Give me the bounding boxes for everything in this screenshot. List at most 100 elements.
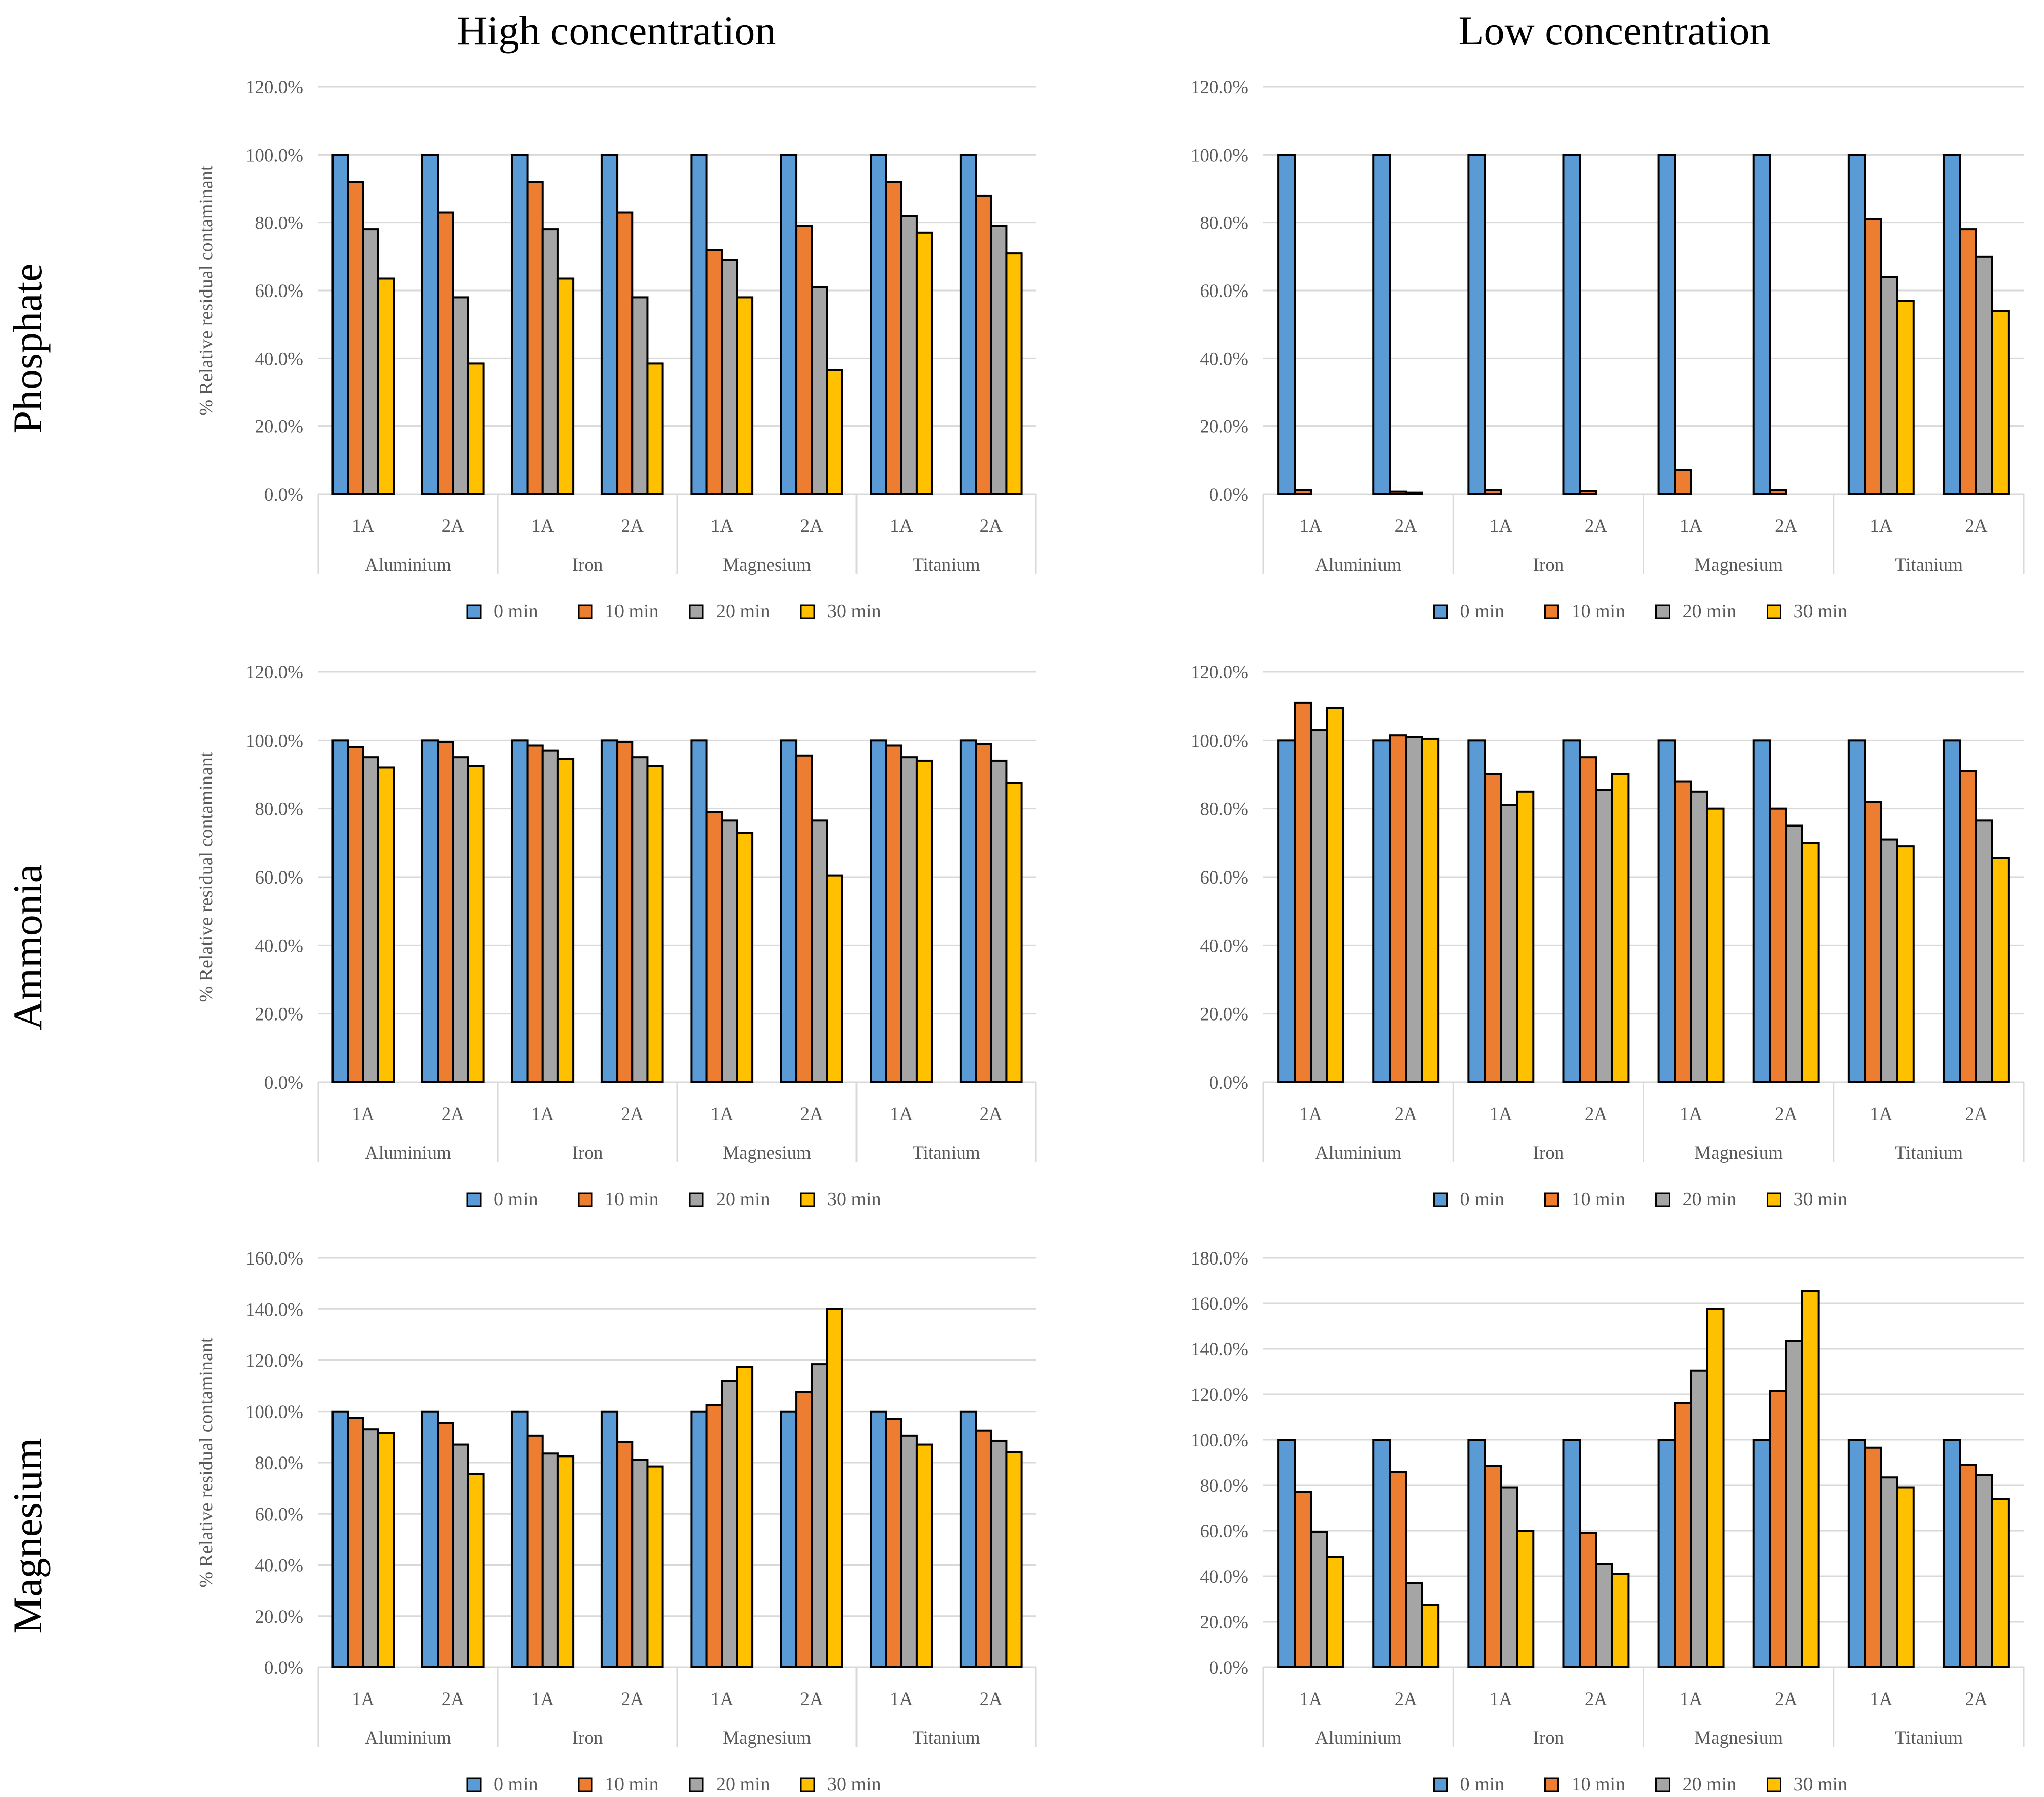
bar-20min-7 xyxy=(1975,819,1993,1083)
legend-label: 30 min xyxy=(827,1189,881,1210)
bar-30min-3 xyxy=(1611,773,1630,1083)
y-tick-label: 120.0% xyxy=(1191,1385,1248,1405)
bar-20min-4 xyxy=(1690,1369,1708,1668)
bar-30min-1 xyxy=(1421,737,1440,1083)
bar-20min-3 xyxy=(631,1459,649,1668)
legend-label: 30 min xyxy=(827,1774,881,1795)
bar-30min-7 xyxy=(1005,252,1023,495)
x-subcategory-label: 2A xyxy=(442,1104,465,1125)
legend-swatch xyxy=(1544,1777,1559,1792)
bar-20min-0 xyxy=(362,228,379,496)
x-group-label: Aluminium xyxy=(365,1728,451,1749)
x-subcategory-label: 2A xyxy=(621,1689,644,1710)
bar-30min-6 xyxy=(1896,300,1915,496)
bar-30min-0 xyxy=(377,766,395,1083)
x-subcategory-label: 1A xyxy=(890,1104,913,1125)
bar-10min-3 xyxy=(1579,490,1597,495)
x-subcategory-label: 2A xyxy=(980,1104,1003,1125)
x-subcategory-label: 1A xyxy=(1680,1104,1703,1125)
bar-0min-0 xyxy=(1277,739,1296,1084)
bar-0min-4 xyxy=(1657,1439,1676,1668)
bar-0min-3 xyxy=(600,154,619,496)
legend-label: 30 min xyxy=(1794,601,1848,622)
x-subcategory-label: 1A xyxy=(352,1104,375,1125)
bar-0min-4 xyxy=(1657,739,1676,1084)
legend-swatch xyxy=(1655,1192,1670,1207)
legend-label: 0 min xyxy=(1460,1774,1505,1795)
y-tick-label: 180.0% xyxy=(1191,1248,1248,1269)
bar-30min-6 xyxy=(915,759,933,1083)
bar-20min-4 xyxy=(1690,790,1708,1084)
bar-20min-1 xyxy=(452,1443,469,1668)
x-subcategory-label: 1A xyxy=(1490,516,1513,537)
bar-10min-5 xyxy=(1769,1390,1787,1668)
bar-30min-1 xyxy=(467,1473,485,1668)
bar-10min-3 xyxy=(616,741,634,1083)
bar-0min-7 xyxy=(959,154,977,496)
legend-swatch xyxy=(1767,604,1781,619)
bar-0min-5 xyxy=(780,1410,798,1668)
x-subcategory-label: 2A xyxy=(800,516,824,537)
x-subcategory-label: 1A xyxy=(1490,1689,1513,1710)
x-group-label: Iron xyxy=(1533,1728,1564,1749)
y-tick-label: 20.0% xyxy=(255,417,303,438)
x-subcategory-label: 2A xyxy=(980,1689,1003,1710)
bar-10min-6 xyxy=(1864,801,1882,1083)
bar-0min-7 xyxy=(1942,154,1961,496)
row-title-magnesium: Magnesium xyxy=(5,1438,51,1633)
x-subcategory-label: 1A xyxy=(1870,1689,1893,1710)
bar-30min-1 xyxy=(467,362,485,495)
bar-30min-5 xyxy=(826,874,843,1084)
x-group-label: Iron xyxy=(572,1728,603,1749)
x-subcategory-label: 2A xyxy=(980,516,1003,537)
y-tick-label: 80.0% xyxy=(1200,1476,1248,1496)
bar-30min-2 xyxy=(556,277,575,495)
bar-30min-6 xyxy=(915,231,933,496)
x-subcategory-label: 1A xyxy=(710,1104,734,1125)
bar-10min-7 xyxy=(1959,770,1977,1083)
x-subcategory-label: 2A xyxy=(621,516,644,537)
bar-20min-1 xyxy=(452,296,469,496)
y-tick-label: 100.0% xyxy=(1191,145,1248,166)
legend-label: 20 min xyxy=(1683,1189,1737,1210)
chart-magnesium-low: 0.0% 20.0% 40.0% 60.0% 80.0% 100.0% 120.0% 140.… xyxy=(1191,1248,2025,1795)
legend-swatch xyxy=(578,604,593,619)
bar-0min-0 xyxy=(1277,154,1296,496)
bar-10min-2 xyxy=(526,1434,544,1668)
x-group-label: Iron xyxy=(1533,555,1564,575)
y-tick-label: 0.0% xyxy=(264,1658,303,1678)
bar-10min-0 xyxy=(1294,1491,1312,1668)
bar-30min-2 xyxy=(556,1455,575,1668)
bar-10min-7 xyxy=(975,194,992,495)
x-group-label: Titanium xyxy=(1895,1143,1963,1163)
y-axis-title: % Relative residual contaminant xyxy=(196,165,217,415)
x-subcategory-label: 1A xyxy=(531,516,554,537)
legend-label: 10 min xyxy=(605,1774,659,1795)
x-group-label: Titanium xyxy=(1895,555,1963,575)
legend-swatch xyxy=(800,1192,815,1207)
y-tick-label: 100.0% xyxy=(246,731,303,751)
legend-label: 20 min xyxy=(716,1189,770,1210)
x-subcategory-label: 1A xyxy=(710,1689,734,1710)
bar-20min-2 xyxy=(1500,804,1518,1083)
legend-swatch xyxy=(689,604,704,619)
y-tick-label: 0.0% xyxy=(264,1073,303,1093)
bar-20min-3 xyxy=(631,296,649,496)
x-group-label: Iron xyxy=(572,1143,603,1163)
x-subcategory-label: 1A xyxy=(1680,1689,1703,1710)
x-group-label: Iron xyxy=(572,555,603,575)
bar-30min-3 xyxy=(1611,1573,1630,1668)
bar-10min-7 xyxy=(975,1429,992,1668)
bar-20min-2 xyxy=(541,228,559,496)
legend-swatch xyxy=(1433,1777,1448,1792)
bar-20min-7 xyxy=(1975,1474,1993,1668)
bar-10min-7 xyxy=(975,743,992,1083)
legend-swatch xyxy=(466,604,482,619)
y-axis-title: % Relative residual contaminant xyxy=(196,752,217,1002)
bar-0min-7 xyxy=(1942,739,1961,1084)
bar-20min-6 xyxy=(1880,838,1898,1083)
bar-30min-0 xyxy=(1326,1556,1345,1668)
row-title-phosphate: Phosphate xyxy=(5,263,51,433)
bar-10min-4 xyxy=(705,249,723,495)
bar-10min-0 xyxy=(347,181,364,496)
